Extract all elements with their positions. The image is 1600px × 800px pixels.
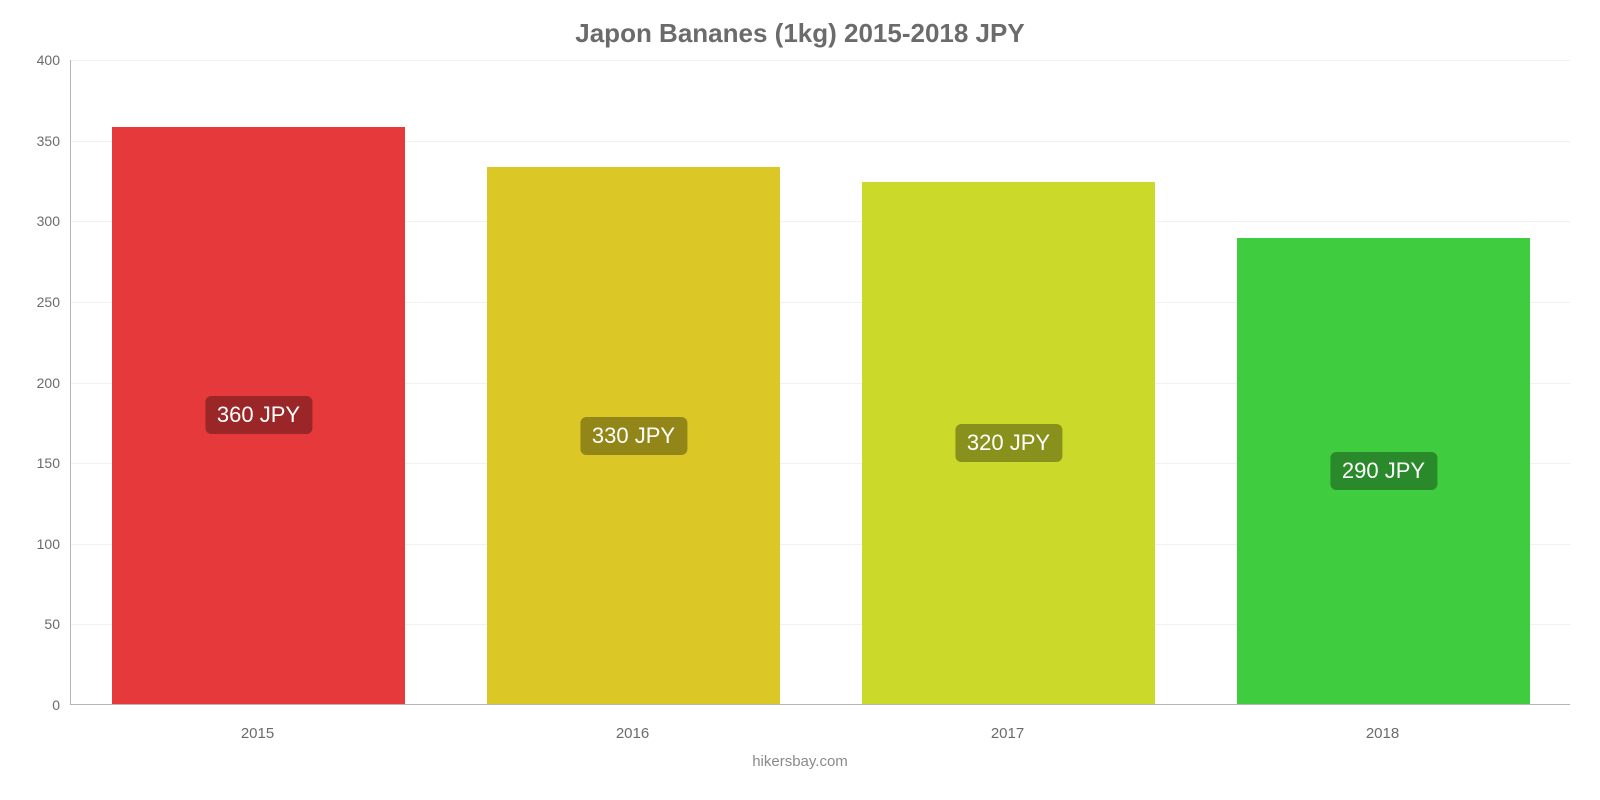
y-tick-label: 400 [20,52,60,68]
y-tick-label: 150 [20,455,60,471]
x-tick-label: 2015 [241,725,274,742]
chart-title: Japon Bananes (1kg) 2015-2018 JPY [0,18,1600,49]
grid-line [71,60,1570,61]
y-tick-label: 200 [20,375,60,391]
plot-area: 360 JPY 330 JPY 320 JPY 290 JPY [70,60,1570,705]
x-tick-label: 2017 [991,725,1024,742]
y-tick-label: 350 [20,133,60,149]
x-tick-label: 2016 [616,725,649,742]
y-tick-label: 0 [20,697,60,713]
value-badge: 290 JPY [1330,452,1437,490]
credit-text: hikersbay.com [0,753,1600,770]
value-badge: 330 JPY [580,417,687,455]
y-tick-label: 300 [20,213,60,229]
value-badge: 320 JPY [955,424,1062,462]
x-tick-label: 2018 [1366,725,1399,742]
y-tick-label: 50 [20,616,60,632]
y-tick-label: 100 [20,536,60,552]
value-badge: 360 JPY [205,396,312,434]
y-tick-label: 250 [20,294,60,310]
bar-chart: Japon Bananes (1kg) 2015-2018 JPY 360 JP… [0,0,1600,800]
